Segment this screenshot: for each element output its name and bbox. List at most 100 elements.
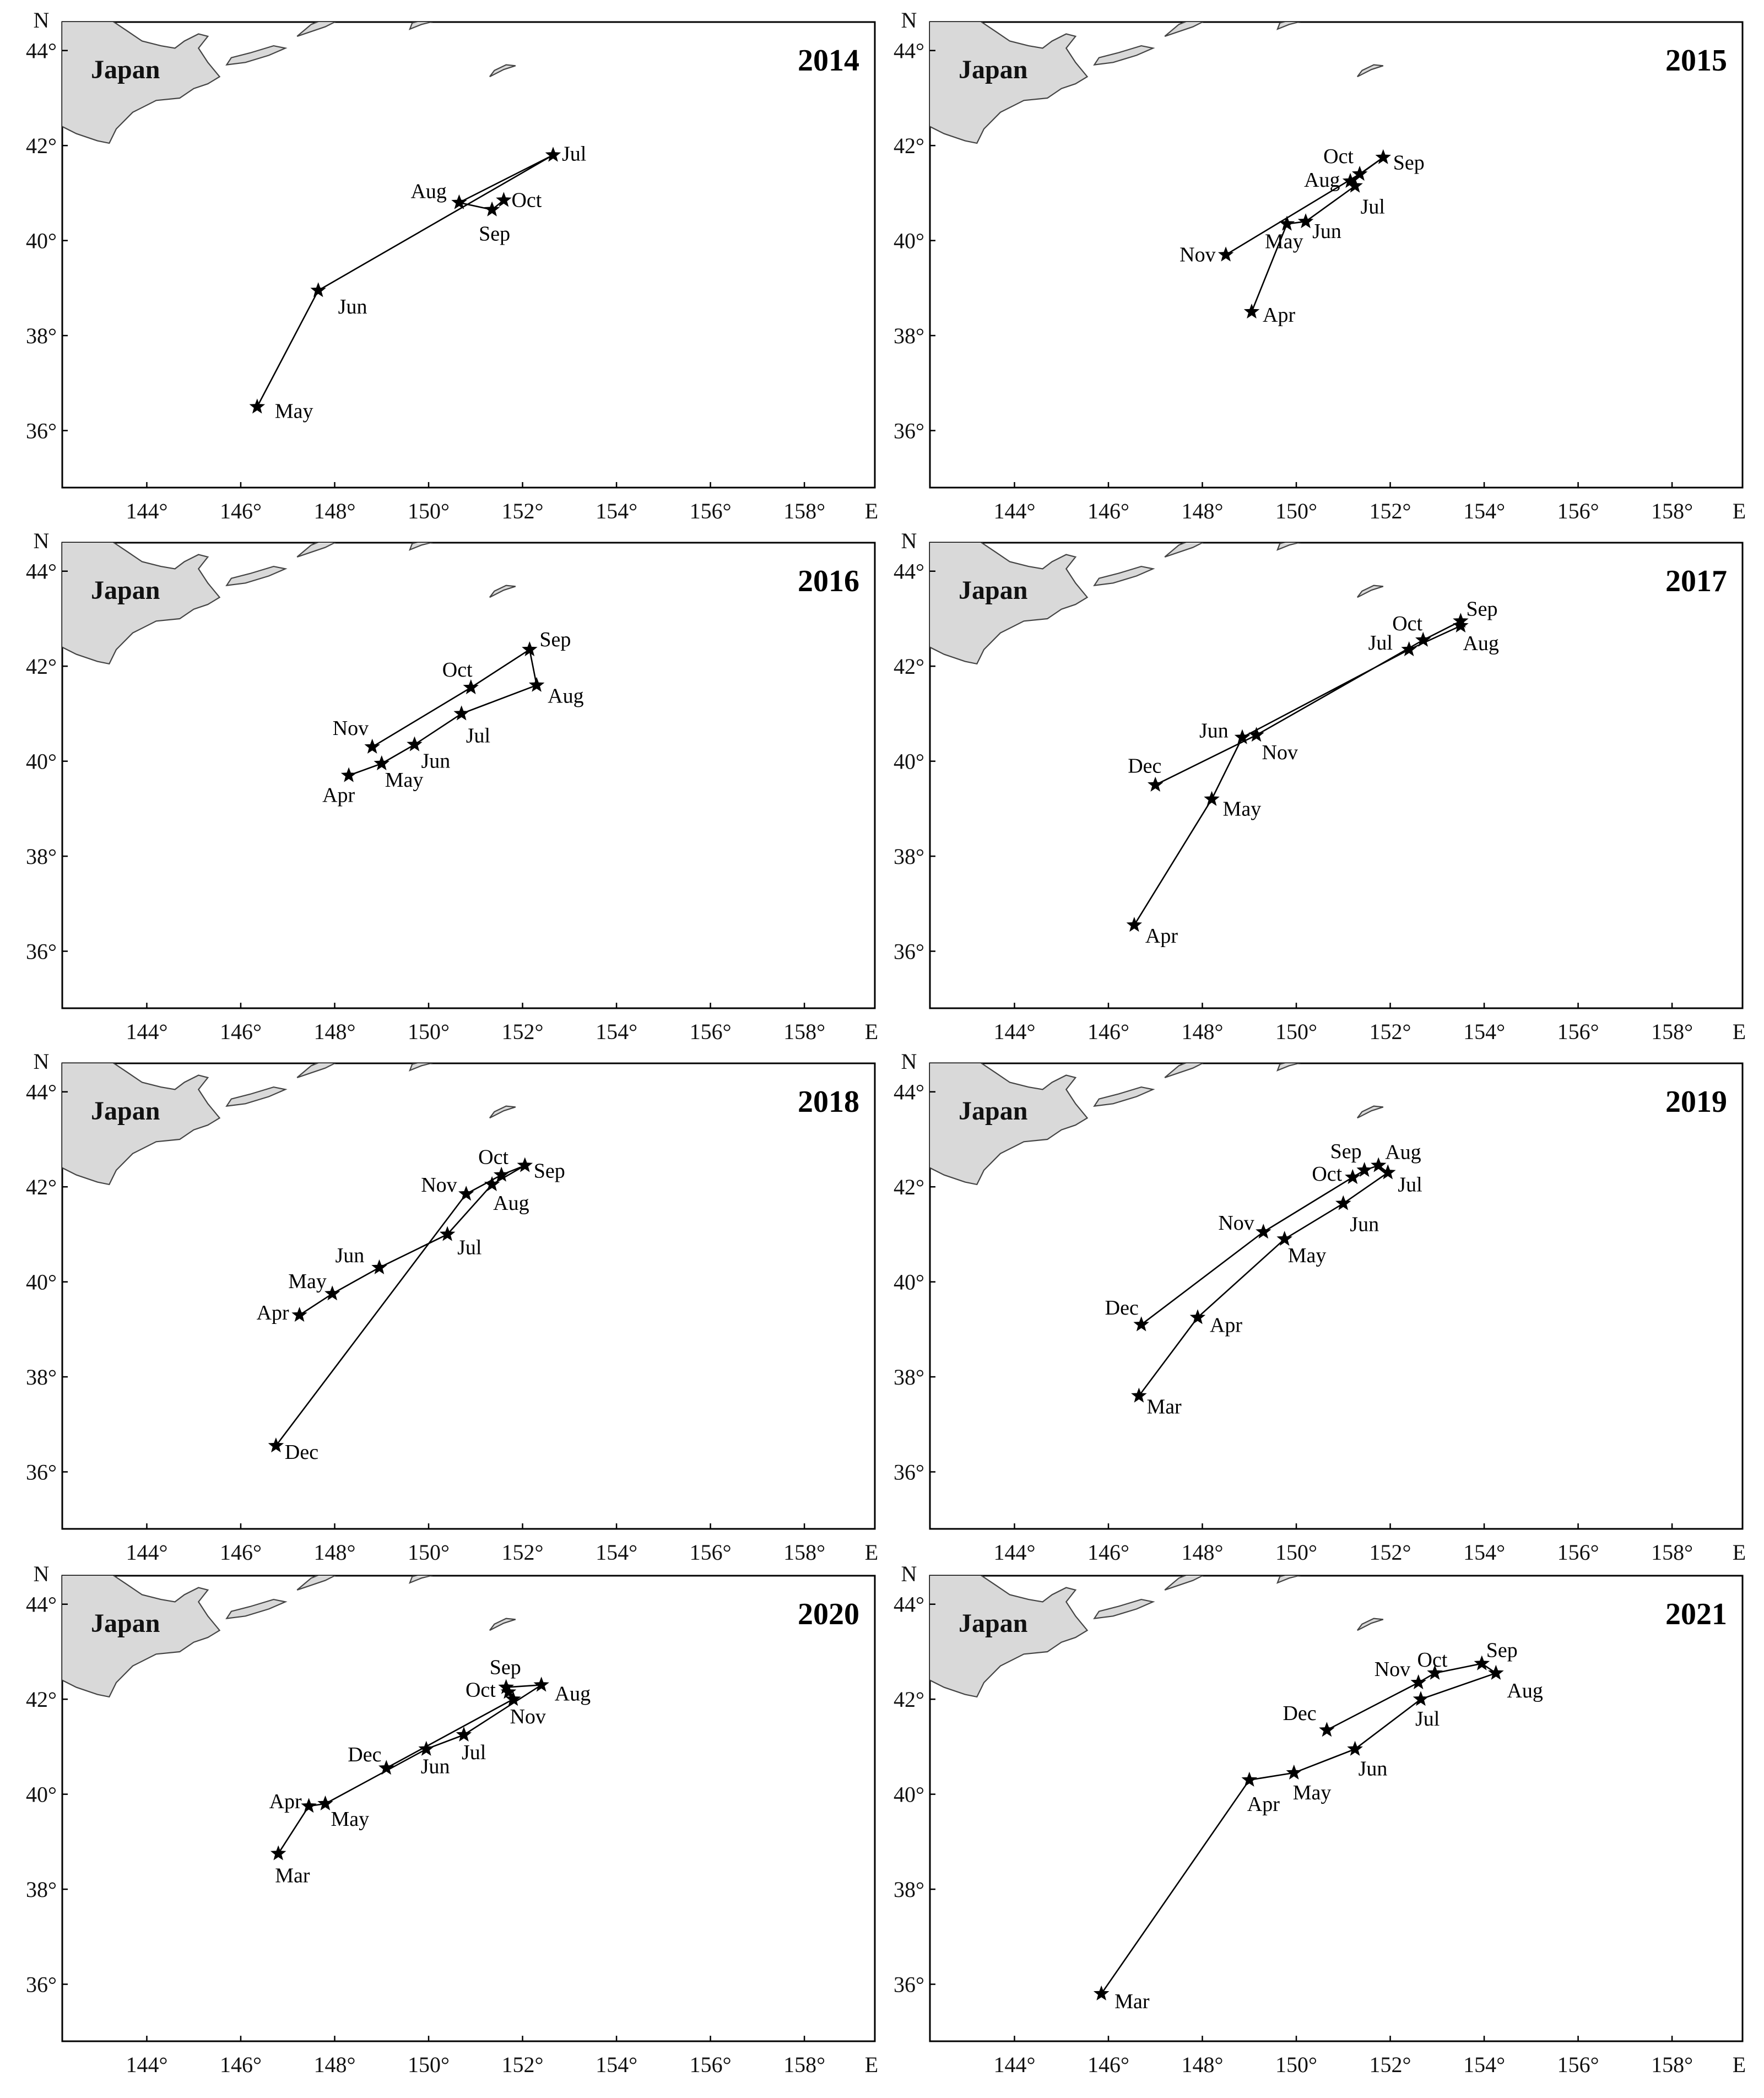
month-label-oct: Oct: [466, 1678, 496, 1701]
position-star-nov: [505, 1691, 521, 1706]
month-label-apr: Apr: [1247, 1793, 1280, 1816]
month-label-jun: Jun: [421, 749, 450, 772]
year-title: 2016: [798, 564, 859, 598]
lat-tick-label: 44°: [894, 1592, 924, 1617]
lon-tick-label: 150°: [1275, 499, 1317, 523]
lon-tick-label: 152°: [502, 2052, 544, 2077]
migration-track: [348, 648, 538, 776]
year-title: 2015: [1665, 44, 1727, 78]
position-star-may: [324, 1285, 340, 1301]
japan-landmass: [930, 1576, 1384, 1698]
kuril-island: [225, 1086, 288, 1107]
lon-tick-label: 150°: [408, 1019, 450, 1044]
lat-tick-label: 38°: [894, 844, 924, 869]
position-star-oct: [493, 1166, 510, 1182]
month-label-jul: Jul: [1368, 631, 1393, 655]
lon-tick-label: 148°: [314, 499, 356, 523]
lat-tick-label: 40°: [894, 1782, 924, 1807]
lat-tick-label: 44°: [894, 1080, 924, 1105]
lat-tick-label: 44°: [26, 39, 57, 63]
position-star-may: [1286, 1764, 1302, 1780]
lat-tick-label: 42°: [26, 654, 57, 679]
lat-tick-label: 42°: [26, 133, 57, 158]
position-star-jun: [1347, 1740, 1363, 1756]
position-star-oct: [1351, 165, 1368, 181]
month-label-mar: Mar: [1146, 1396, 1182, 1419]
lon-tick-label: 154°: [1463, 2052, 1505, 2077]
kuril-island: [408, 22, 434, 30]
japan-label: Japan: [959, 55, 1027, 84]
position-star-sep: [1356, 1162, 1372, 1177]
month-label-oct: Oct: [511, 188, 542, 212]
lat-tick-label: 42°: [26, 1687, 57, 1712]
lon-tick-label: 150°: [408, 2052, 450, 2077]
year-title: 2018: [798, 1085, 859, 1119]
kuril-island: [356, 1552, 370, 1559]
month-label-apr: Apr: [257, 1301, 289, 1324]
lat-tick-label: 40°: [26, 229, 57, 253]
lon-tick-label: 156°: [690, 1540, 732, 1565]
position-star-sep: [1474, 1655, 1490, 1670]
month-label-may: May: [1223, 798, 1262, 821]
position-star-nov: [1410, 1674, 1426, 1690]
lat-tick-label: 36°: [26, 1972, 57, 1997]
month-label-jul: Jul: [457, 1236, 481, 1259]
migration-track: [1101, 1663, 1498, 1994]
position-star-dec: [1319, 1722, 1335, 1737]
lat-tick-label: 44°: [894, 39, 924, 63]
lat-tick-label: 38°: [26, 1365, 57, 1389]
map-panel-2020: Japan 2020 44° 42° 40° 38° 36° N 144° 146° 148° 150…: [26, 1552, 878, 2077]
lon-tick-label: 150°: [408, 499, 450, 523]
position-star-jun: [1297, 213, 1314, 229]
lat-tick-label: 38°: [26, 1877, 57, 1902]
month-label-jul: Jul: [1398, 1173, 1422, 1196]
position-star-aug: [1371, 1157, 1387, 1172]
kuril-island: [225, 1598, 288, 1619]
lon-tick-label: 156°: [1557, 1019, 1599, 1044]
lon-tick-label: 148°: [1182, 1019, 1224, 1044]
month-label-sep: Sep: [1330, 1140, 1362, 1163]
kuril-island: [489, 1105, 516, 1119]
kuril-island: [356, 519, 370, 526]
lat-tick-label: 36°: [26, 419, 57, 444]
lon-tick-label: 156°: [1557, 499, 1599, 523]
hokkaido-coast: [62, 1576, 221, 1698]
position-star-aug: [484, 1176, 500, 1191]
position-star-nov: [1256, 1224, 1271, 1239]
month-label-may: May: [385, 769, 424, 792]
map-frame: [929, 1062, 1744, 1530]
lon-tick-label: 152°: [502, 499, 544, 523]
hokkaido-coast: [62, 543, 221, 665]
position-star-may: [317, 1795, 333, 1810]
month-label-nov: Nov: [1375, 1658, 1410, 1681]
east-axis-letter: E: [865, 499, 878, 523]
month-label-nov: Nov: [510, 1705, 545, 1728]
kuril-island: [296, 1063, 336, 1078]
month-label-oct: Oct: [1323, 145, 1354, 168]
position-star-jul: [456, 1726, 472, 1742]
map-panel-2016: Japan 2016 44° 42° 40° 38° 36° N 144° 146° 148° 150…: [26, 519, 878, 1044]
kuril-island: [1357, 585, 1384, 598]
month-label-mar: Mar: [1114, 1990, 1150, 2013]
north-axis-letter: N: [901, 8, 917, 33]
japan-landmass: [930, 543, 1384, 665]
lon-tick-label: 154°: [596, 1540, 637, 1565]
east-axis-letter: E: [865, 2052, 878, 2077]
month-label-oct: Oct: [478, 1146, 508, 1169]
lon-tick-label: 150°: [1275, 1540, 1317, 1565]
lat-tick-label: 38°: [894, 323, 924, 348]
kuril-island: [408, 1576, 434, 1584]
position-star-aug: [451, 194, 467, 209]
lon-tick-label: 148°: [314, 1019, 356, 1044]
month-label-aug: Aug: [493, 1192, 529, 1215]
kuril-island: [1276, 1063, 1301, 1072]
kuril-island: [1093, 45, 1155, 66]
month-label-apr: Apr: [269, 1790, 302, 1813]
lon-tick-label: 154°: [596, 2052, 637, 2077]
lon-tick-label: 158°: [783, 2052, 825, 2077]
lat-tick-label: 36°: [894, 419, 924, 444]
lon-tick-label: 144°: [993, 1019, 1035, 1044]
lon-tick-label: 148°: [1182, 499, 1224, 523]
kuril-island: [1093, 565, 1155, 586]
